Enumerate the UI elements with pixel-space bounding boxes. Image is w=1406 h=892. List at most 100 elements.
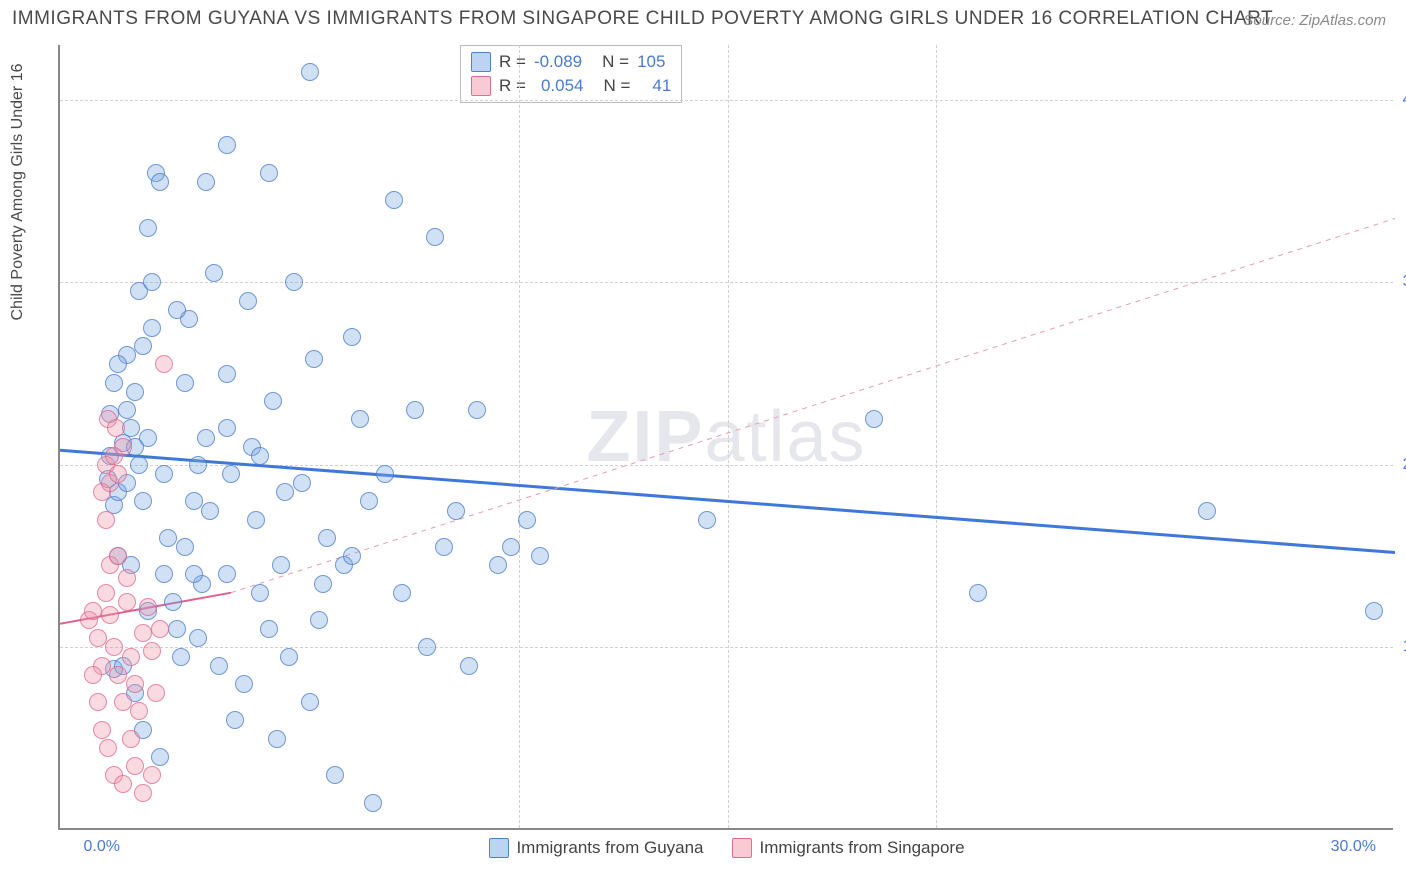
data-point-guyana — [164, 593, 182, 611]
data-point-singapore — [155, 355, 173, 373]
data-point-guyana — [143, 319, 161, 337]
data-point-singapore — [89, 693, 107, 711]
data-point-guyana — [201, 502, 219, 520]
data-point-guyana — [418, 638, 436, 656]
data-point-guyana — [293, 474, 311, 492]
swatch-pink-icon — [471, 76, 491, 96]
gridline-vertical — [519, 45, 520, 828]
r-label: R = — [499, 76, 526, 96]
data-point-singapore — [84, 602, 102, 620]
gridline-vertical — [728, 45, 729, 828]
data-point-guyana — [155, 465, 173, 483]
data-point-guyana — [426, 228, 444, 246]
data-point-guyana — [260, 620, 278, 638]
data-point-guyana — [489, 556, 507, 574]
data-point-singapore — [109, 465, 127, 483]
data-point-guyana — [343, 328, 361, 346]
gridline-horizontal — [60, 282, 1393, 283]
data-point-guyana — [118, 401, 136, 419]
data-point-guyana — [280, 648, 298, 666]
data-point-guyana — [272, 556, 290, 574]
y-tick-label: 30.0% — [1403, 273, 1406, 291]
chart-title: IMMIGRANTS FROM GUYANA VS IMMIGRANTS FRO… — [12, 8, 1273, 30]
data-point-guyana — [185, 492, 203, 510]
data-point-guyana — [239, 292, 257, 310]
data-point-singapore — [114, 693, 132, 711]
data-point-singapore — [93, 721, 111, 739]
data-point-singapore — [143, 766, 161, 784]
data-point-guyana — [189, 629, 207, 647]
legend-row-singapore: R = 0.054 N = 41 — [471, 74, 671, 98]
data-point-guyana — [305, 350, 323, 368]
data-point-singapore — [126, 757, 144, 775]
data-point-guyana — [343, 547, 361, 565]
data-point-guyana — [109, 355, 127, 373]
data-point-guyana — [226, 711, 244, 729]
data-point-guyana — [210, 657, 228, 675]
data-point-guyana — [360, 492, 378, 510]
data-point-guyana — [318, 529, 336, 547]
data-point-guyana — [698, 511, 716, 529]
data-point-guyana — [151, 748, 169, 766]
y-tick-label: 40.0% — [1403, 91, 1406, 109]
swatch-blue-icon — [471, 52, 491, 72]
data-point-guyana — [301, 693, 319, 711]
data-point-guyana — [502, 538, 520, 556]
data-point-guyana — [326, 766, 344, 784]
data-point-singapore — [118, 569, 136, 587]
data-point-guyana — [155, 565, 173, 583]
n-label: N = — [603, 76, 630, 96]
data-point-guyana — [130, 456, 148, 474]
data-point-guyana — [185, 565, 203, 583]
legend-item-singapore: Immigrants from Singapore — [732, 838, 965, 858]
data-point-guyana — [468, 401, 486, 419]
data-point-guyana — [218, 565, 236, 583]
swatch-pink-icon — [732, 838, 752, 858]
data-point-guyana — [151, 173, 169, 191]
data-point-singapore — [122, 648, 140, 666]
data-point-guyana — [159, 529, 177, 547]
data-point-singapore — [130, 702, 148, 720]
data-point-guyana — [364, 794, 382, 812]
data-point-guyana — [351, 410, 369, 428]
source-name: ZipAtlas.com — [1299, 12, 1386, 29]
legend-item-guyana: Immigrants from Guyana — [488, 838, 703, 858]
data-point-guyana — [235, 675, 253, 693]
data-point-singapore — [84, 666, 102, 684]
data-point-guyana — [105, 374, 123, 392]
data-point-guyana — [385, 191, 403, 209]
data-point-singapore — [114, 775, 132, 793]
data-point-guyana — [518, 511, 536, 529]
data-point-guyana — [251, 584, 269, 602]
data-point-guyana — [264, 392, 282, 410]
data-point-guyana — [205, 264, 223, 282]
data-point-guyana — [176, 374, 194, 392]
data-point-singapore — [109, 547, 127, 565]
data-point-guyana — [197, 173, 215, 191]
data-point-guyana — [134, 492, 152, 510]
data-point-guyana — [251, 447, 269, 465]
x-tick-label: 30.0% — [1331, 838, 1376, 856]
data-point-guyana — [168, 620, 186, 638]
source-attribution: Source: ZipAtlas.com — [1243, 12, 1386, 29]
data-point-guyana — [285, 273, 303, 291]
data-point-guyana — [189, 456, 207, 474]
gridline-horizontal — [60, 100, 1393, 101]
r-value-singapore: 0.054 — [541, 76, 584, 96]
data-point-guyana — [222, 465, 240, 483]
source-prefix: Source: — [1243, 12, 1299, 29]
data-point-guyana — [197, 429, 215, 447]
n-label: N = — [602, 52, 629, 72]
data-point-guyana — [172, 648, 190, 666]
data-point-guyana — [301, 63, 319, 81]
data-point-guyana — [376, 465, 394, 483]
data-point-guyana — [969, 584, 987, 602]
data-point-singapore — [105, 638, 123, 656]
data-point-guyana — [435, 538, 453, 556]
data-point-singapore — [107, 419, 125, 437]
data-point-guyana — [139, 219, 157, 237]
data-point-guyana — [218, 136, 236, 154]
data-point-guyana — [143, 273, 161, 291]
n-value-singapore: 41 — [652, 76, 671, 96]
data-point-singapore — [147, 684, 165, 702]
